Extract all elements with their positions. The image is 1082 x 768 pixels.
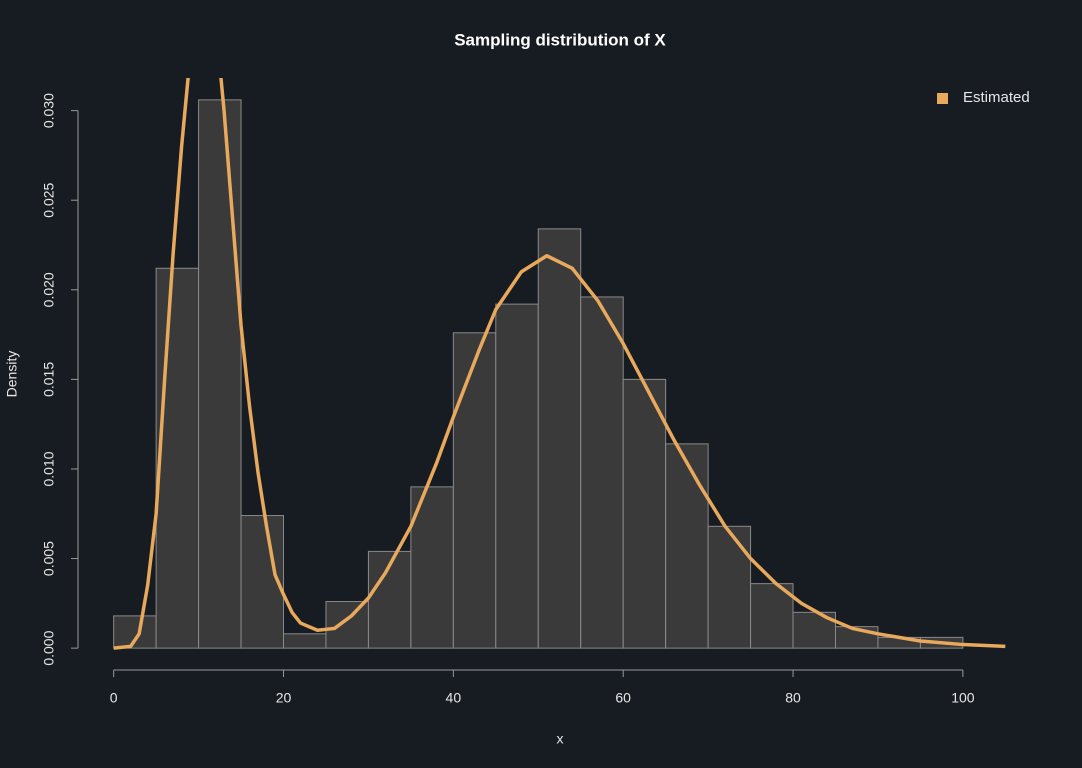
y-tick-label: 0.030 — [41, 93, 57, 128]
histogram-bar — [537, 228, 582, 649]
density-line — [113, 78, 1006, 650]
x-tick-label: 60 — [615, 690, 631, 706]
legend-swatch — [937, 93, 948, 104]
y-axis-label: Density — [4, 351, 20, 398]
histogram-bar — [325, 601, 369, 649]
y-tick-label: 0.000 — [41, 630, 57, 665]
chart-title: Sampling distribution of X — [454, 30, 666, 49]
histogram-bar — [198, 99, 242, 649]
histogram-bar — [665, 443, 709, 649]
legend-label: Estimated — [963, 89, 1030, 106]
y-tick-label: 0.010 — [41, 451, 57, 486]
y-tick-label: 0.020 — [41, 272, 57, 307]
x-tick-label: 40 — [446, 690, 462, 706]
x-axis-label: x — [557, 731, 564, 747]
x-tick-label: 100 — [951, 690, 975, 706]
histogram-bar — [622, 378, 667, 649]
y-tick-label: 0.025 — [41, 182, 57, 217]
histogram-bar — [495, 303, 539, 649]
histogram-bar — [707, 525, 752, 649]
histogram-bar — [113, 615, 157, 649]
y-tick-label: 0.005 — [41, 541, 57, 576]
histogram-bar — [452, 332, 497, 649]
x-tick-label: 0 — [110, 690, 118, 706]
plot-area — [113, 78, 1006, 650]
histogram-bar — [750, 583, 794, 649]
histogram-bar — [580, 296, 624, 649]
x-tick-label: 80 — [785, 690, 801, 706]
x-tick-label: 20 — [276, 690, 292, 706]
histogram-bar — [155, 267, 200, 649]
histogram-bar — [283, 633, 327, 649]
y-tick-label: 0.015 — [41, 362, 57, 397]
